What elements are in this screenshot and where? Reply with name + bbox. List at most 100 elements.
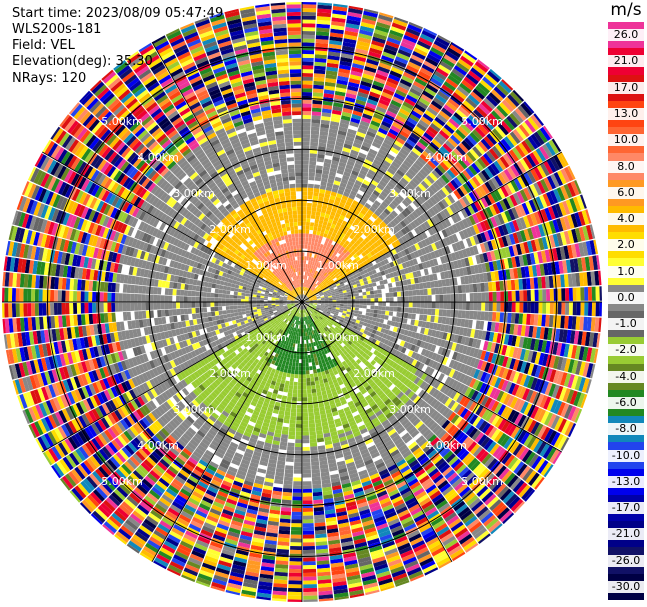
velocity-gate [347,128,357,135]
velocity-gate [312,269,316,274]
velocity-gate [419,67,433,77]
velocity-gate [310,354,314,359]
velocity-gate [293,469,302,474]
velocity-gate [411,177,421,186]
velocity-gate [349,153,358,160]
velocity-gate [423,288,428,296]
velocity-gate [357,286,362,290]
velocity-gate [328,303,333,306]
velocity-gate [303,286,306,291]
velocity-gate [384,225,391,232]
velocity-gate [290,373,295,378]
velocity-gate [410,110,422,119]
velocity-gate [446,309,451,317]
velocity-gate [491,89,504,102]
velocity-gate [435,93,447,104]
velocity-gate [355,48,369,55]
velocity-gate [460,123,472,134]
velocity-gate [326,275,331,279]
velocity-gate [324,213,330,219]
velocity-gate [311,119,321,124]
velocity-gate [561,288,566,301]
velocity-gate [443,81,456,92]
velocity-gate [313,510,325,516]
velocity-gate [316,430,323,435]
velocity-gate [289,358,293,363]
velocity-gate [307,294,312,298]
velocity-gate [304,324,307,329]
velocity-gate [302,256,305,261]
velocity-gate [402,101,414,110]
velocity-gate [316,16,331,21]
velocity-gate [368,148,378,156]
velocity-gate [307,276,311,281]
velocity-gate [431,73,445,84]
velocity-gate [343,234,349,240]
velocity-gate [401,75,414,84]
velocity-gate [412,188,421,197]
velocity-gate [389,292,394,297]
velocity-gate [488,302,493,312]
velocity-gate [423,27,438,37]
velocity-gate [310,273,313,277]
velocity-gate [296,351,300,356]
velocity-gate [441,174,450,184]
velocity-gate [348,81,360,88]
velocity-gate [291,404,297,409]
velocity-gate [340,268,346,273]
velocity-gate [374,155,384,163]
velocity-gate [392,96,404,105]
velocity-gate [323,272,328,277]
velocity-gate [322,104,333,110]
velocity-gate [298,378,302,383]
velocity-gate [299,324,301,329]
velocity-gate [290,546,302,551]
velocity-gate [297,385,302,390]
velocity-gate [469,131,481,143]
velocity-gate [392,18,408,28]
velocity-gate [276,394,283,400]
velocity-gate [310,141,319,147]
velocity-gate [307,195,313,200]
velocity-gate [360,145,370,152]
velocity-gate [454,88,467,100]
velocity-gate [344,96,356,103]
velocity-gate [385,306,390,311]
velocity-gate [321,112,332,118]
velocity-gate [418,183,427,192]
velocity-gate [325,70,338,76]
velocity-gate [391,199,399,208]
velocity-gate [310,446,318,451]
velocity-gate [286,373,291,378]
velocity-gate [473,292,478,302]
velocity-gate [423,60,437,70]
velocity-gate [317,153,325,159]
velocity-gate [311,241,315,246]
velocity-gate [363,138,373,145]
velocity-gate [426,83,439,94]
velocity-gate [293,381,298,386]
velocity-gate [303,336,306,341]
velocity-gate [404,97,416,107]
velocity-gate [420,180,430,190]
velocity-gate [381,201,389,208]
velocity-gate [303,294,305,299]
velocity-gate [309,157,317,162]
velocity-gate [303,332,306,337]
velocity-gate [328,132,337,138]
velocity-gate [305,241,309,245]
velocity-gate [348,193,356,200]
velocity-gate [464,137,475,148]
velocity-gate [374,173,383,180]
velocity-gate [334,242,340,248]
velocity-gate [354,233,361,240]
velocity-gate [340,119,350,125]
velocity-gate [314,266,318,271]
velocity-gate [414,103,426,113]
velocity-gate [329,32,344,38]
velocity-gate [306,374,310,379]
velocity-gate [407,24,422,33]
velocity-gate [302,214,307,219]
velocity-gate [302,340,305,344]
velocity-gate [426,53,441,64]
